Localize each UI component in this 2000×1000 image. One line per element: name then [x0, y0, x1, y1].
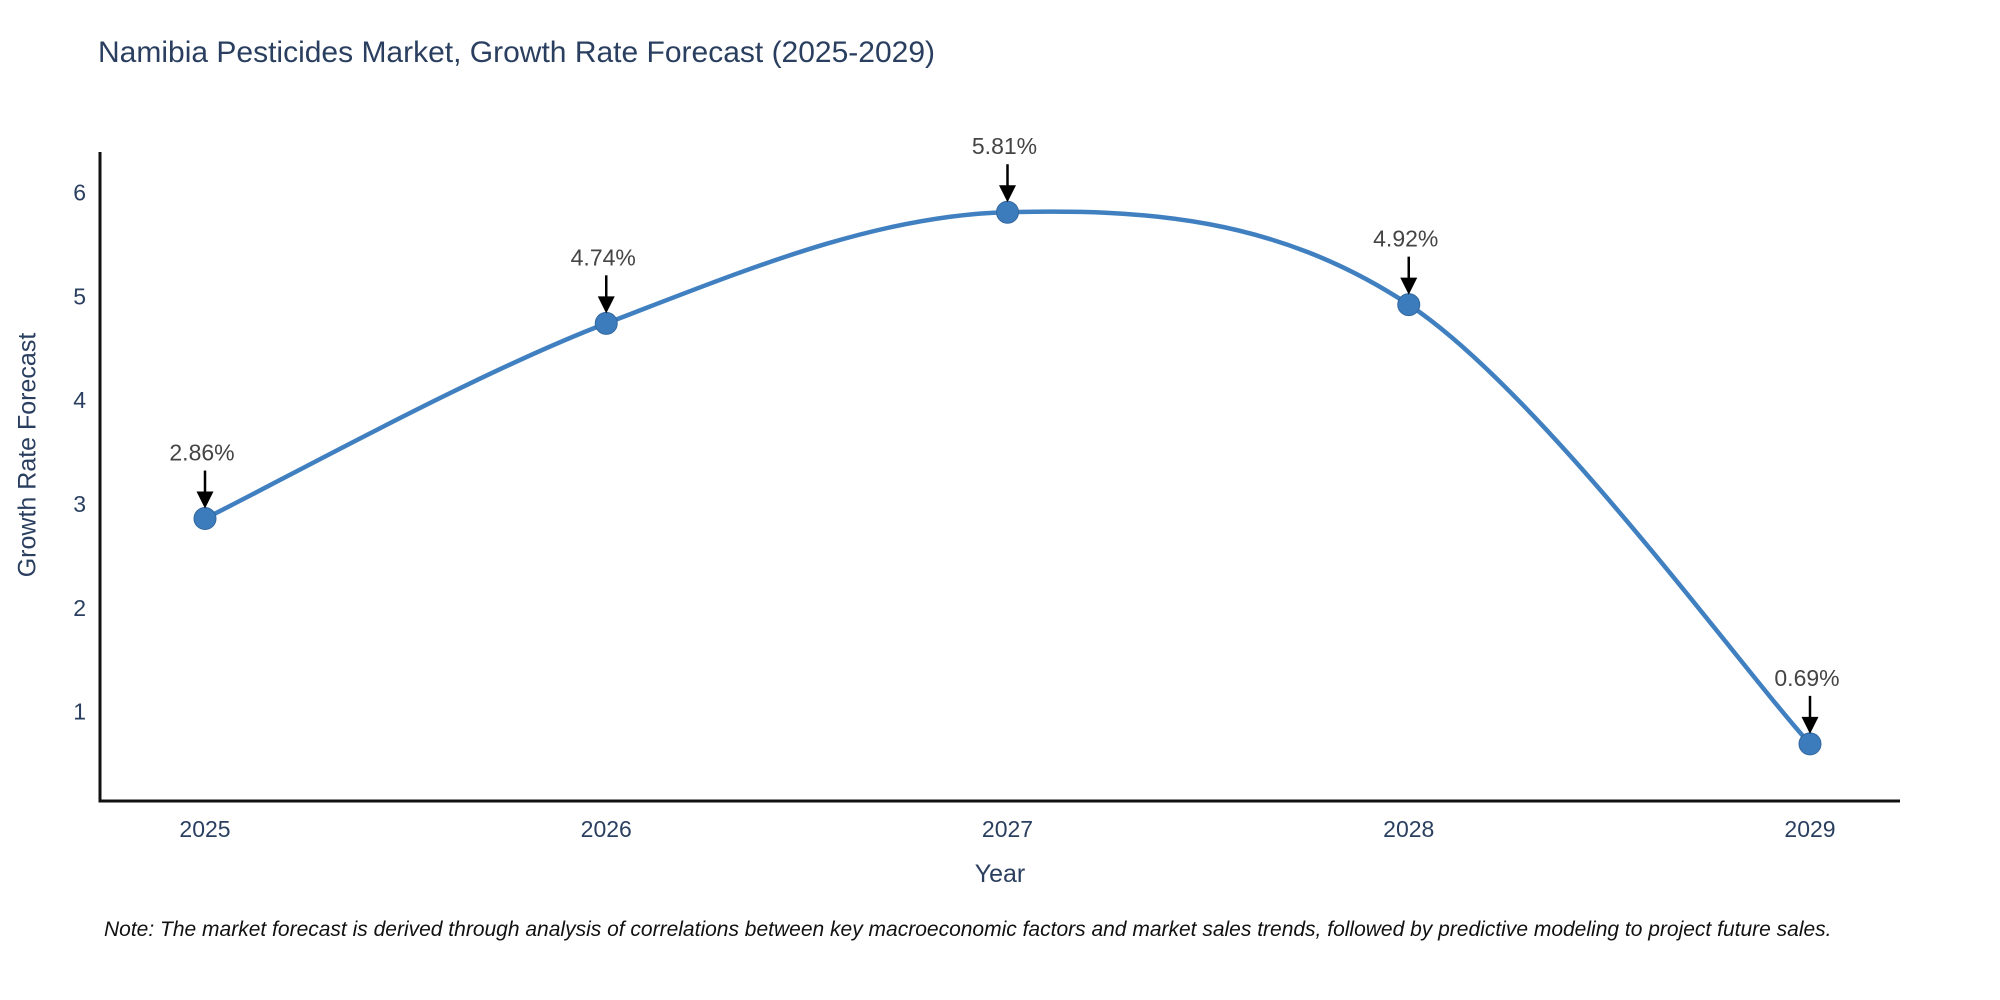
x-tick-label: 2027 — [982, 816, 1033, 842]
point-value-label: 4.74% — [571, 244, 636, 270]
annotation-arrowhead — [999, 185, 1016, 203]
annotation-arrowhead — [1801, 716, 1819, 734]
annotation-arrowhead — [597, 296, 615, 314]
trend-line — [202, 209, 1813, 747]
point-value-label: 2.86% — [169, 440, 234, 466]
footnote: Note: The market forecast is derived thr… — [104, 918, 1832, 941]
annotation-arrowhead — [1400, 277, 1418, 295]
y-tick-label: 4 — [73, 387, 86, 413]
y-tick-label: 1 — [73, 699, 86, 725]
data-point — [1798, 732, 1822, 756]
annotation-arrowhead — [196, 491, 214, 509]
y-tick-label: 5 — [73, 283, 86, 309]
y-tick-label: 2 — [73, 595, 86, 621]
point-value-label: 5.81% — [972, 133, 1037, 159]
point-value-label: 0.69% — [1774, 665, 1839, 691]
y-tick-label: 6 — [73, 179, 86, 205]
data-point — [193, 507, 217, 531]
x-axis-title: Year — [974, 860, 1026, 888]
x-tick-label: 2029 — [1784, 816, 1835, 842]
x-tick-label: 2025 — [179, 816, 230, 842]
chart-title: Namibia Pesticides Market, Growth Rate F… — [98, 36, 936, 69]
y-tick-label: 3 — [73, 491, 86, 517]
point-value-label: 4.92% — [1373, 226, 1438, 252]
axis-lines — [98, 152, 1900, 803]
data-point — [996, 200, 1019, 224]
y-axis-title: Growth Rate Forecast — [13, 332, 42, 578]
data-point — [594, 311, 618, 335]
x-tick-label: 2026 — [581, 816, 632, 842]
data-point — [1397, 293, 1421, 317]
x-tick-label: 2028 — [1383, 816, 1434, 842]
